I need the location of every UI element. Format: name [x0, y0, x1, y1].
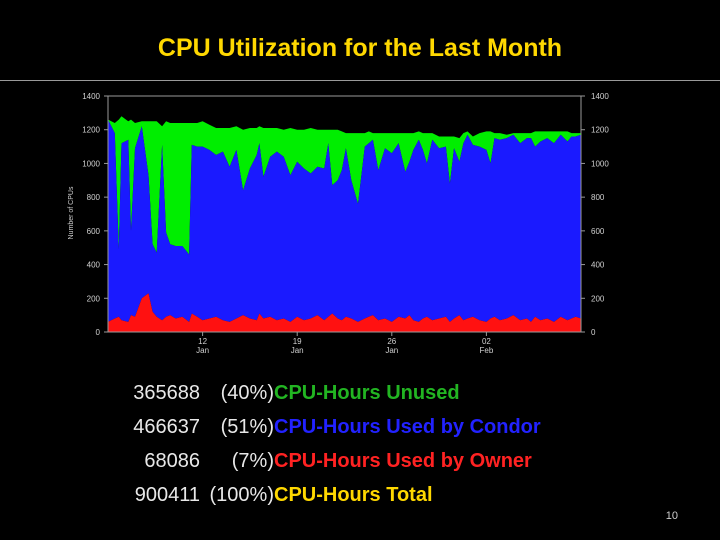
y-tick-label-right: 1200: [591, 126, 609, 135]
y-tick-label-left: 800: [87, 193, 101, 202]
x-tick-label-month: Feb: [480, 346, 494, 355]
stat-percent: (51%): [220, 416, 274, 438]
y-tick-label-left: 1200: [82, 126, 100, 135]
y-tick-label-left: 600: [87, 227, 101, 236]
axis-ticks: 0 0 200 200 400 400 600 600 800 800 1000 1000 1200 12…: [82, 92, 609, 355]
stat-percent: (7%): [231, 450, 274, 472]
x-tick-label-day: 12: [198, 337, 207, 346]
x-tick-label-day: 26: [387, 337, 396, 346]
stat-label: CPU-Hours Total: [274, 484, 433, 506]
slide-title: CPU Utilization for the Last Month: [157, 34, 563, 62]
y-tick-label-right: 400: [591, 261, 605, 270]
y-tick-label-left: 200: [87, 294, 101, 303]
y-tick-label-left: 1400: [82, 92, 100, 101]
x-tick-label-month: Jan: [385, 346, 398, 355]
stacked-areas: [108, 116, 581, 332]
cpu-utilization-chart: Number of CPUs 0 0 200 200 400 400 600 600 800 80…: [68, 92, 609, 355]
series-area-owner: [108, 293, 581, 332]
title-divider: [0, 80, 720, 81]
stat-label: CPU-Hours Used by Owner: [274, 450, 532, 472]
series-area-unused: [108, 116, 581, 255]
series-area-condor: [108, 119, 581, 322]
y-tick-label-right: 0: [591, 328, 596, 337]
y-tick-label-right: 200: [591, 294, 605, 303]
y-tick-label-left: 400: [87, 261, 101, 270]
stat-value: 365688: [133, 382, 200, 404]
y-tick-label-left: 1000: [82, 159, 100, 168]
y-tick-label-right: 1400: [591, 92, 609, 101]
y-tick-label-right: 1000: [591, 159, 609, 168]
page-number: 10: [665, 510, 678, 522]
x-tick-label-day: 19: [293, 337, 302, 346]
stat-value: 466637: [133, 416, 200, 438]
y-axis-label: Number of CPUs: [68, 186, 75, 239]
y-tick-label-right: 600: [591, 227, 605, 236]
stat-label: CPU-Hours Used by Condor: [274, 416, 541, 438]
x-tick-label-month: Jan: [291, 346, 304, 355]
stat-percent: (100%): [209, 484, 274, 506]
x-tick-label-month: Jan: [196, 346, 209, 355]
stat-value: 900411: [134, 484, 200, 506]
plot-frame: [107, 95, 582, 333]
stat-label: CPU-Hours Unused: [274, 382, 460, 404]
x-tick-label-day: 02: [482, 337, 491, 346]
stat-percent: (40%): [220, 382, 274, 404]
stat-value: 68086: [144, 450, 200, 472]
y-tick-label-right: 800: [591, 193, 605, 202]
y-tick-label-left: 0: [96, 328, 101, 337]
